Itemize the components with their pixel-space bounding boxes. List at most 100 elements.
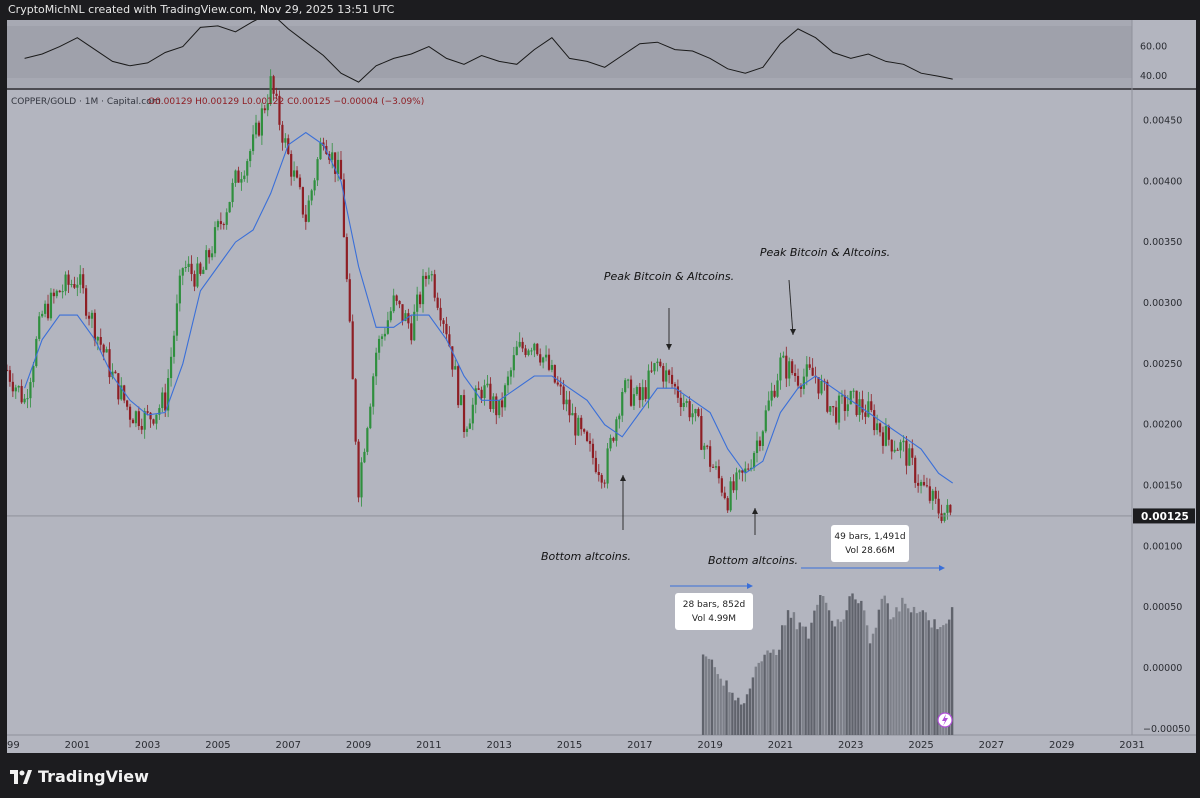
- candle-body: [14, 387, 17, 392]
- candle-body: [876, 423, 879, 431]
- measure-arrow-2-head: [939, 565, 945, 571]
- candle-body: [919, 482, 923, 486]
- candle-body: [336, 159, 340, 174]
- candle-body: [550, 365, 554, 370]
- candle-body: [190, 263, 193, 275]
- oscillator-line: [24, 11, 953, 83]
- volume-bar: [804, 626, 807, 735]
- candle-body: [773, 390, 776, 397]
- candle-body: [855, 390, 858, 415]
- candle-body: [940, 513, 943, 521]
- annotation-label: Peak Bitcoin & Altcoins.: [760, 246, 890, 259]
- time-tick-label: 2025: [908, 740, 933, 751]
- candle-body: [685, 401, 688, 403]
- candle-body: [691, 413, 694, 418]
- candle-body: [99, 337, 102, 345]
- candle-body: [518, 341, 521, 347]
- candle-body: [840, 395, 844, 397]
- candle-body: [644, 387, 647, 399]
- candle-body: [208, 250, 211, 258]
- candle-body: [489, 383, 492, 410]
- measure-box-2: 49 bars, 1,491d Vol 28.66M: [831, 525, 909, 562]
- candle-body: [621, 392, 624, 416]
- candle-body: [55, 290, 58, 297]
- candle-body: [887, 425, 890, 440]
- candle-body: [720, 478, 723, 493]
- candle-body: [568, 399, 571, 416]
- candle-body: [799, 385, 803, 389]
- copper-gold-chart[interactable]: 60.00 40.00 0.00450 0.00400 0.00350 0.00300 0…: [0, 11, 1196, 753]
- candle-body: [392, 295, 395, 312]
- volume-bar: [848, 596, 851, 735]
- candle-body: [457, 366, 460, 406]
- volume-bar: [886, 603, 889, 735]
- price-tick-label: 0.00200: [1143, 420, 1182, 431]
- candle-body: [662, 366, 665, 382]
- candle-body: [524, 348, 527, 355]
- price-tick-label: 0.00150: [1143, 481, 1182, 492]
- volume-bar: [921, 610, 925, 735]
- volume-bar: [833, 626, 837, 735]
- candle-body: [770, 390, 773, 401]
- volume-bar: [830, 620, 834, 735]
- ohlc-legend: O0.00129 H0.00129 L0.00122 C0.00125 −0.0…: [148, 97, 424, 107]
- candle-body: [471, 404, 474, 424]
- candle-body: [776, 380, 779, 397]
- candle-body: [202, 269, 205, 274]
- candle-body: [873, 410, 876, 431]
- volume-bar: [842, 619, 845, 735]
- candle-body: [934, 490, 937, 499]
- candle-body: [120, 385, 123, 400]
- candle-body: [17, 385, 20, 388]
- time-tick-label: 2015: [557, 740, 582, 751]
- candle-body: [495, 396, 498, 416]
- candle-body: [585, 431, 589, 441]
- candle-body: [269, 76, 272, 104]
- time-tick-label: 2001: [65, 740, 90, 751]
- candle-body: [430, 274, 433, 276]
- time-tick-label: 2019: [697, 740, 722, 751]
- candle-body: [908, 448, 911, 466]
- volume-bar: [760, 661, 763, 735]
- candle-body: [893, 449, 896, 452]
- candle-body: [864, 412, 867, 417]
- candle-body: [656, 361, 659, 364]
- annotation-arrowhead: [752, 508, 758, 514]
- candle-body: [577, 417, 580, 436]
- candle-body: [234, 170, 237, 183]
- measure-box-2-bars: 49 bars, 1,491d: [834, 532, 905, 542]
- candle-body: [8, 370, 12, 382]
- candle-body: [254, 122, 258, 135]
- candle-body: [515, 346, 518, 356]
- candle-body: [348, 279, 351, 322]
- candle-body: [791, 361, 794, 374]
- volume-bar: [783, 625, 787, 735]
- candle-body: [155, 414, 158, 424]
- volume-bar: [719, 678, 722, 735]
- candle-body: [375, 352, 378, 377]
- candle-body: [266, 103, 269, 111]
- candle-body: [178, 275, 181, 304]
- candle-body: [509, 370, 513, 377]
- candle-body: [260, 108, 263, 136]
- candle-body: [11, 381, 14, 392]
- candle-body: [899, 442, 902, 451]
- candle-body: [641, 387, 644, 401]
- candle-body: [243, 175, 246, 180]
- flash-icon[interactable]: [937, 712, 953, 728]
- volume-bar: [722, 685, 725, 735]
- candle-body: [638, 387, 641, 401]
- candle-body: [23, 398, 26, 403]
- tradingview-logo[interactable]: TradingView: [10, 767, 149, 786]
- candle-body: [70, 284, 73, 286]
- price-tick-label: −0.00050: [1143, 724, 1190, 735]
- candle-body: [468, 423, 471, 429]
- candle-body: [574, 413, 577, 436]
- candle-body: [594, 457, 597, 473]
- volume-bar: [778, 649, 781, 735]
- candle-body: [354, 379, 357, 442]
- candle-body: [82, 274, 85, 289]
- candle-body: [711, 466, 715, 468]
- price-tick-label: 0.00250: [1143, 359, 1182, 370]
- volume-bar: [701, 654, 705, 735]
